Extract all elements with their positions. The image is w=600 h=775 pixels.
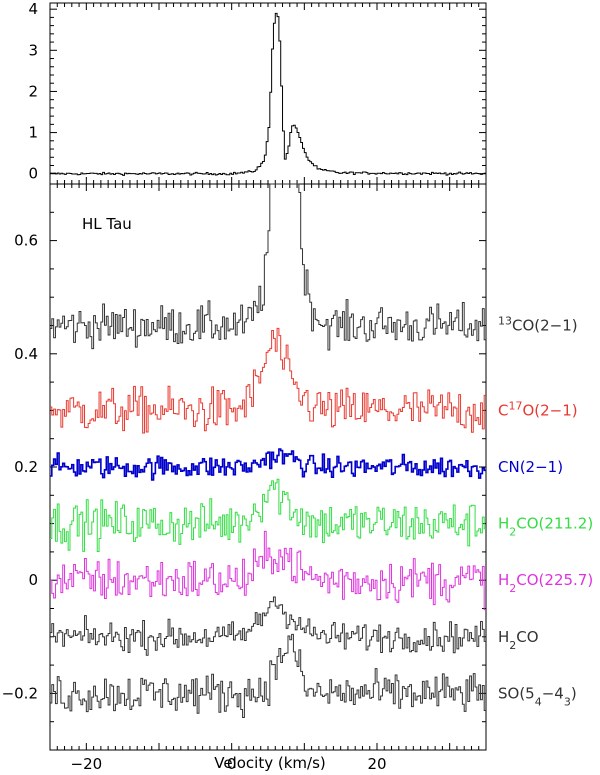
source-label: HL Tau <box>82 215 132 233</box>
label-part: SO(5 <box>498 684 535 702</box>
spectrum-h2co225 <box>50 530 486 611</box>
label-part: C <box>498 401 508 419</box>
label-h2co: H2CO <box>498 628 539 652</box>
bottom-y-tick-label: 0 <box>28 571 38 589</box>
label-c17o: C17O(2−1) <box>498 399 578 420</box>
label-part: 13 <box>498 314 512 327</box>
label-part: CO(211.2) <box>516 515 593 533</box>
label-part: H <box>498 628 509 646</box>
top-spectrum-line <box>50 12 486 176</box>
spectrum-cn <box>50 448 486 481</box>
bottom-x-tick-label: 0 <box>227 755 237 773</box>
label-part: ) <box>571 684 577 702</box>
bottom-x-tick-label: 20 <box>367 755 386 773</box>
label-part: H <box>498 515 509 533</box>
spectrum-h2co211 <box>50 478 486 553</box>
bottom-y-tick-label: −0.2 <box>2 684 38 702</box>
bottom-y-tick-label: 0.6 <box>14 232 38 250</box>
label-part: 17 <box>508 399 522 412</box>
bottom-panel: −0.200.20.40.6−20 0 2013CO(2−1)C17O(2−1)CN… <box>2 183 593 773</box>
top-y-tick-label: 4 <box>28 0 38 18</box>
label-part: CO(225.7) <box>516 571 593 589</box>
bottom-y-tick-label: 0.4 <box>14 345 38 363</box>
top-y-tick-label: 1 <box>28 124 38 142</box>
label-h2co225: H2CO(225.7) <box>498 571 593 595</box>
label-so: SO(54−43) <box>498 684 577 708</box>
spectrum-h2co <box>50 596 486 656</box>
bottom-y-tick-label: 0.2 <box>14 458 38 476</box>
spectrum-c17o <box>50 327 486 434</box>
bottom-x-tick-label: −20 <box>71 755 103 773</box>
label-cn: CN(2−1) <box>498 458 563 476</box>
label-h2co211: H2CO(211.2) <box>498 515 593 539</box>
x-axis-label: Velocity (km/s) <box>214 754 325 772</box>
top-y-tick-label: 2 <box>28 82 38 100</box>
label-part: H <box>498 571 509 589</box>
spectrum-so <box>50 633 486 718</box>
top-y-tick-label: 0 <box>28 165 38 183</box>
label-part: CO(2−1) <box>512 317 578 335</box>
label-part: 2 <box>509 582 516 595</box>
label-part: −4 <box>542 684 564 702</box>
label-part: CO <box>516 628 538 646</box>
top-panel: 0 1 2 3 4 <box>28 0 487 185</box>
top-y-tick-label: 3 <box>28 41 38 59</box>
label-part: 2 <box>509 525 516 538</box>
label-part: O(2−1) <box>522 401 577 419</box>
label-part: 3 <box>564 695 571 708</box>
label-part: 2 <box>509 638 516 651</box>
label-part: CN(2−1) <box>498 458 563 476</box>
spectrum-co13 <box>50 183 486 351</box>
label-part: 4 <box>535 695 542 708</box>
top-axes-frame <box>49 2 487 185</box>
label-co13: 13CO(2−1) <box>498 314 578 335</box>
